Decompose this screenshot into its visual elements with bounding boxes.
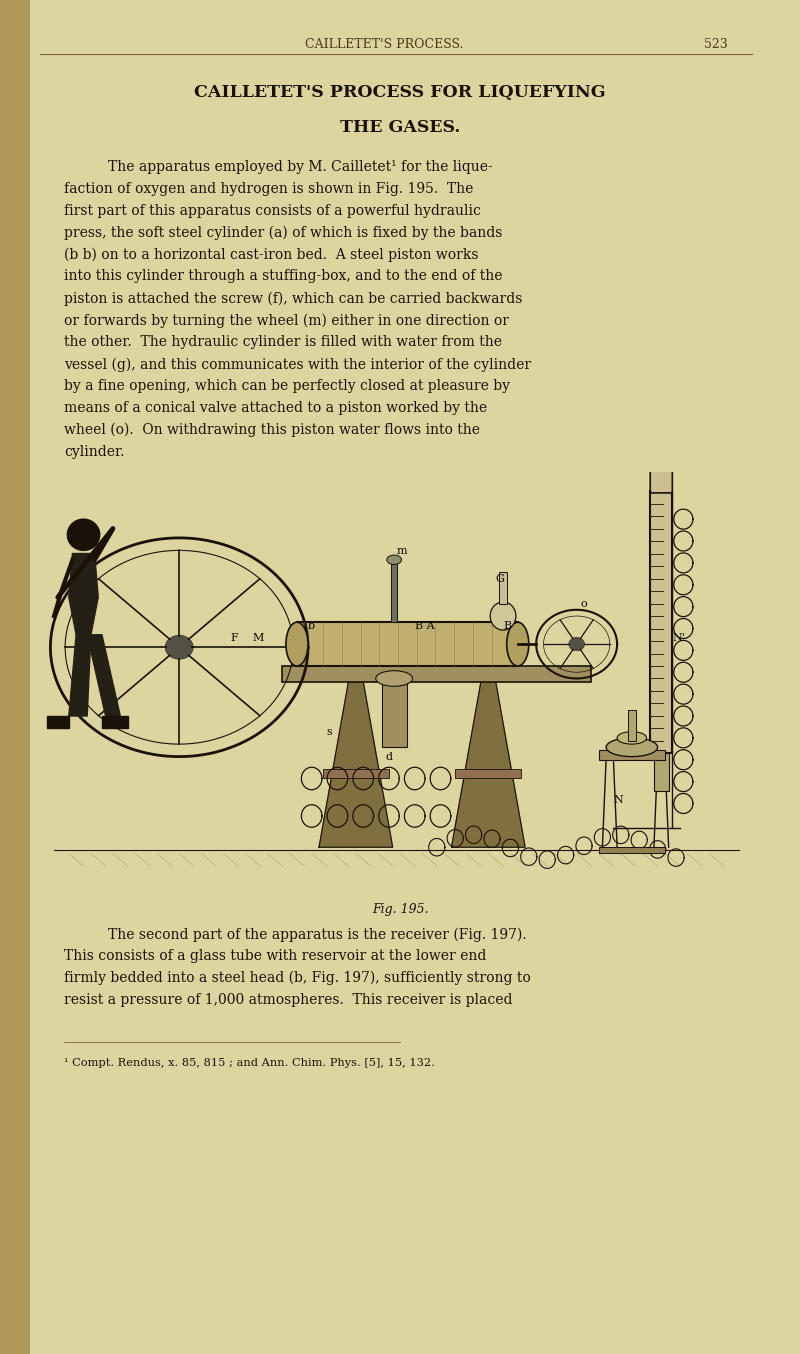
- Ellipse shape: [376, 670, 413, 686]
- Text: wheel (o).  On withdrawing this piston water flows into the: wheel (o). On withdrawing this piston wa…: [64, 422, 480, 437]
- Text: s: s: [326, 727, 332, 737]
- Polygon shape: [319, 681, 393, 848]
- FancyBboxPatch shape: [650, 458, 672, 493]
- Bar: [598, 848, 665, 853]
- Text: into this cylinder through a stuffing-box, and to the end of the: into this cylinder through a stuffing-bo…: [64, 269, 502, 283]
- Polygon shape: [69, 554, 98, 635]
- Bar: [455, 769, 522, 779]
- Bar: [628, 709, 635, 741]
- Ellipse shape: [617, 731, 646, 745]
- Bar: [598, 750, 665, 760]
- Text: ¹ Compt. Rendus, x. 85, 815 ; and Ann. Chim. Phys. [5], 15, 132.: ¹ Compt. Rendus, x. 85, 815 ; and Ann. C…: [64, 1059, 435, 1068]
- Bar: [391, 559, 397, 623]
- Text: B A: B A: [414, 620, 434, 631]
- Polygon shape: [166, 636, 193, 658]
- Text: m: m: [396, 546, 407, 555]
- Text: N': N': [672, 634, 685, 643]
- Text: firmly bedded into a steel head (b, Fig. 197), sufficiently strong to: firmly bedded into a steel head (b, Fig.…: [64, 971, 530, 986]
- Text: CAILLETET'S PROCESS FOR LIQUEFYING: CAILLETET'S PROCESS FOR LIQUEFYING: [194, 84, 606, 102]
- Text: cylinder.: cylinder.: [64, 445, 125, 459]
- Polygon shape: [46, 716, 69, 728]
- Bar: [382, 678, 407, 747]
- Bar: [654, 753, 669, 791]
- Bar: [282, 666, 591, 681]
- Text: d: d: [386, 751, 392, 762]
- Text: press, the soft steel cylinder (a) of which is fixed by the bands: press, the soft steel cylinder (a) of wh…: [64, 226, 502, 240]
- Bar: [0, 0, 30, 1354]
- Text: F: F: [230, 634, 238, 643]
- Text: N: N: [614, 796, 623, 806]
- Text: M: M: [253, 634, 264, 643]
- Text: b: b: [308, 620, 315, 631]
- Ellipse shape: [506, 623, 529, 666]
- Text: G: G: [496, 574, 505, 584]
- Text: This consists of a glass tube with reservoir at the lower end: This consists of a glass tube with reser…: [64, 949, 486, 963]
- Bar: [297, 623, 518, 666]
- Text: the other.  The hydraulic cylinder is filled with water from the: the other. The hydraulic cylinder is fil…: [64, 336, 502, 349]
- Ellipse shape: [286, 623, 308, 666]
- Text: piston is attached the screw (f), which can be carried backwards: piston is attached the screw (f), which …: [64, 291, 522, 306]
- Polygon shape: [67, 519, 100, 550]
- Text: THE GASES.: THE GASES.: [340, 119, 460, 137]
- Text: by a fine opening, which can be perfectly closed at pleasure by: by a fine opening, which can be perfectl…: [64, 379, 510, 393]
- Text: Fig. 195.: Fig. 195.: [372, 903, 428, 915]
- Text: faction of oxygen and hydrogen is shown in Fig. 195.  The: faction of oxygen and hydrogen is shown …: [64, 181, 474, 196]
- Text: (b b) on to a horizontal cast-iron bed.  A steel piston works: (b b) on to a horizontal cast-iron bed. …: [64, 248, 478, 261]
- Text: vessel (g), and this communicates with the interior of the cylinder: vessel (g), and this communicates with t…: [64, 357, 531, 371]
- Polygon shape: [570, 638, 584, 650]
- Ellipse shape: [490, 603, 516, 630]
- Bar: [499, 573, 506, 604]
- Text: 523: 523: [704, 38, 728, 51]
- Text: The apparatus employed by M. Cailletet¹ for the lique-: The apparatus employed by M. Cailletet¹ …: [108, 160, 493, 173]
- Text: or forwards by turning the wheel (m) either in one direction or: or forwards by turning the wheel (m) eit…: [64, 313, 509, 328]
- Text: CAILLETET'S PROCESS.: CAILLETET'S PROCESS.: [305, 38, 463, 51]
- Text: means of a conical valve attached to a piston worked by the: means of a conical valve attached to a p…: [64, 401, 487, 416]
- Bar: [322, 769, 389, 779]
- Polygon shape: [69, 635, 91, 716]
- Bar: [650, 492, 672, 753]
- Text: B: B: [503, 620, 511, 631]
- Text: first part of this apparatus consists of a powerful hydraulic: first part of this apparatus consists of…: [64, 203, 481, 218]
- Ellipse shape: [386, 555, 402, 565]
- Text: resist a pressure of 1,000 atmospheres.  This receiver is placed: resist a pressure of 1,000 atmospheres. …: [64, 992, 513, 1007]
- Text: The second part of the apparatus is the receiver (Fig. 197).: The second part of the apparatus is the …: [108, 927, 526, 941]
- Text: o: o: [580, 598, 587, 609]
- Polygon shape: [102, 716, 128, 728]
- Polygon shape: [87, 635, 120, 716]
- Ellipse shape: [606, 738, 658, 757]
- Polygon shape: [451, 681, 525, 848]
